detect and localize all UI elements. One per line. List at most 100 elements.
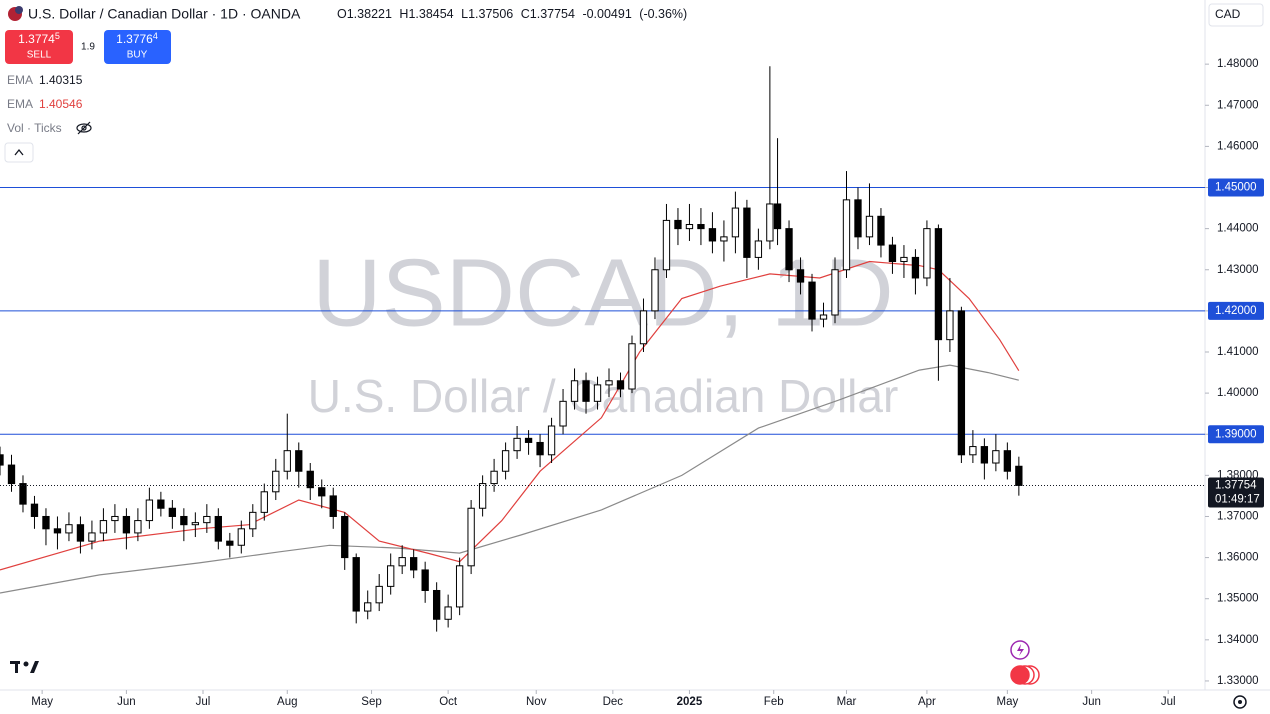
candle-body xyxy=(524,437,533,443)
sell-price-pip[interactable]: 5 xyxy=(55,31,60,41)
sell-price-main[interactable]: 1.3774 xyxy=(18,32,55,46)
hidden-eye-icon[interactable] xyxy=(76,121,92,135)
candle-body xyxy=(65,524,73,534)
ohlc-label: C xyxy=(521,7,530,21)
candle-body xyxy=(444,606,452,620)
candle-body xyxy=(249,511,257,530)
candle-body xyxy=(168,507,177,517)
ohlc-label: L xyxy=(461,7,468,21)
currency-label[interactable]: CAD xyxy=(1215,7,1241,21)
x-tick-label: Apr xyxy=(918,696,936,708)
level-label: 1.42000 xyxy=(1215,305,1257,317)
candle-body xyxy=(923,228,931,279)
ohlc-label: H xyxy=(399,7,408,21)
candle-body xyxy=(157,499,165,509)
collapse-icon[interactable] xyxy=(14,148,24,156)
logo xyxy=(10,661,39,673)
sell-button[interactable] xyxy=(5,30,73,64)
candle-body xyxy=(341,515,349,559)
candle-body xyxy=(467,507,475,567)
candle-body xyxy=(122,515,131,534)
candle-body xyxy=(766,203,774,242)
candle-body xyxy=(888,244,897,263)
dividend-icon[interactable] xyxy=(1010,665,1030,685)
candle-body xyxy=(536,441,544,456)
buy-price[interactable]: 1.37764 xyxy=(116,31,158,46)
ohlc-label: O xyxy=(337,7,347,21)
candle-body xyxy=(877,215,885,246)
change-value: -0.00491 xyxy=(582,7,631,21)
event-icon-bolt[interactable] xyxy=(1017,644,1024,656)
candle-body xyxy=(785,228,793,271)
candle-body xyxy=(731,207,740,238)
candle-body xyxy=(946,310,954,341)
x-tick-label: Dec xyxy=(603,696,624,708)
settings-icon-center[interactable] xyxy=(1238,700,1242,704)
x-tick-label: Oct xyxy=(439,696,458,708)
candle-body xyxy=(957,310,966,456)
buy-price-main[interactable]: 1.3776 xyxy=(116,32,153,46)
candle-body xyxy=(432,589,441,620)
candle-body xyxy=(53,528,62,534)
buy-label[interactable]: BUY xyxy=(127,50,148,61)
ohlc-legend: O1.38221 H1.38454 L1.37506 C1.37754 -0.0… xyxy=(337,7,687,21)
candle-body xyxy=(306,470,314,489)
candle-body xyxy=(854,199,862,238)
x-tick-label: Jun xyxy=(117,696,136,708)
y-tick-label: 1.36000 xyxy=(1217,552,1259,564)
ema-legend-name[interactable]: EMA xyxy=(7,97,33,111)
x-tick-label: Feb xyxy=(764,696,784,708)
candle-body xyxy=(616,380,625,390)
level-label-box xyxy=(1208,425,1264,444)
candle-body xyxy=(76,524,85,542)
candle-body xyxy=(421,569,429,591)
sell-label[interactable]: SELL xyxy=(27,50,52,61)
settings-icon[interactable] xyxy=(1233,695,1247,709)
y-tick-label: 1.43000 xyxy=(1217,264,1259,276)
candle-body xyxy=(708,228,717,242)
volume-legend[interactable]: Vol · Ticks xyxy=(7,121,62,135)
candle-body xyxy=(398,557,406,567)
candle-body xyxy=(720,236,728,242)
candle-body xyxy=(145,499,154,522)
candle-body xyxy=(593,384,602,402)
candle-body xyxy=(260,491,268,513)
x-tick-label: Mar xyxy=(837,696,857,708)
candle-body xyxy=(364,602,372,612)
level-label: 1.39000 xyxy=(1215,428,1257,440)
candle-body xyxy=(283,450,291,472)
candle-body xyxy=(808,281,816,320)
currency-button[interactable] xyxy=(1208,3,1264,27)
candle-body xyxy=(513,437,521,452)
candle-body xyxy=(19,483,27,505)
ema-legend-name[interactable]: EMA xyxy=(7,73,33,87)
candle-body xyxy=(605,380,613,386)
y-tick-label: 1.33000 xyxy=(1217,675,1259,687)
candle-body xyxy=(329,495,337,517)
candle-body xyxy=(352,557,360,612)
change-percent: (-0.36%) xyxy=(639,7,687,21)
candle-body xyxy=(410,557,418,571)
sell-price[interactable]: 1.37745 xyxy=(18,31,60,46)
last-price-box xyxy=(1208,477,1264,508)
candle-body xyxy=(180,515,188,526)
level-label-box xyxy=(1208,178,1264,197)
candle-body xyxy=(478,483,487,509)
collapse-button[interactable] xyxy=(4,142,34,163)
last-price-label: 1.37754 xyxy=(1215,479,1257,491)
ema-line xyxy=(0,364,1019,594)
watermark: USDCAD, 1D U.S. Dollar / Canadian Dollar xyxy=(308,239,899,422)
candle-body xyxy=(214,515,222,542)
buy-button[interactable] xyxy=(104,30,171,64)
buy-price-pip[interactable]: 4 xyxy=(153,31,158,41)
candle-body xyxy=(295,450,303,472)
candle-body xyxy=(111,515,119,522)
level-label-box xyxy=(1208,301,1264,320)
flag-icon-part xyxy=(15,6,23,14)
candle-body xyxy=(203,515,211,524)
candle-body xyxy=(651,269,659,312)
countdown-label: 01:49:17 xyxy=(1215,493,1260,505)
candle-body xyxy=(628,343,636,390)
